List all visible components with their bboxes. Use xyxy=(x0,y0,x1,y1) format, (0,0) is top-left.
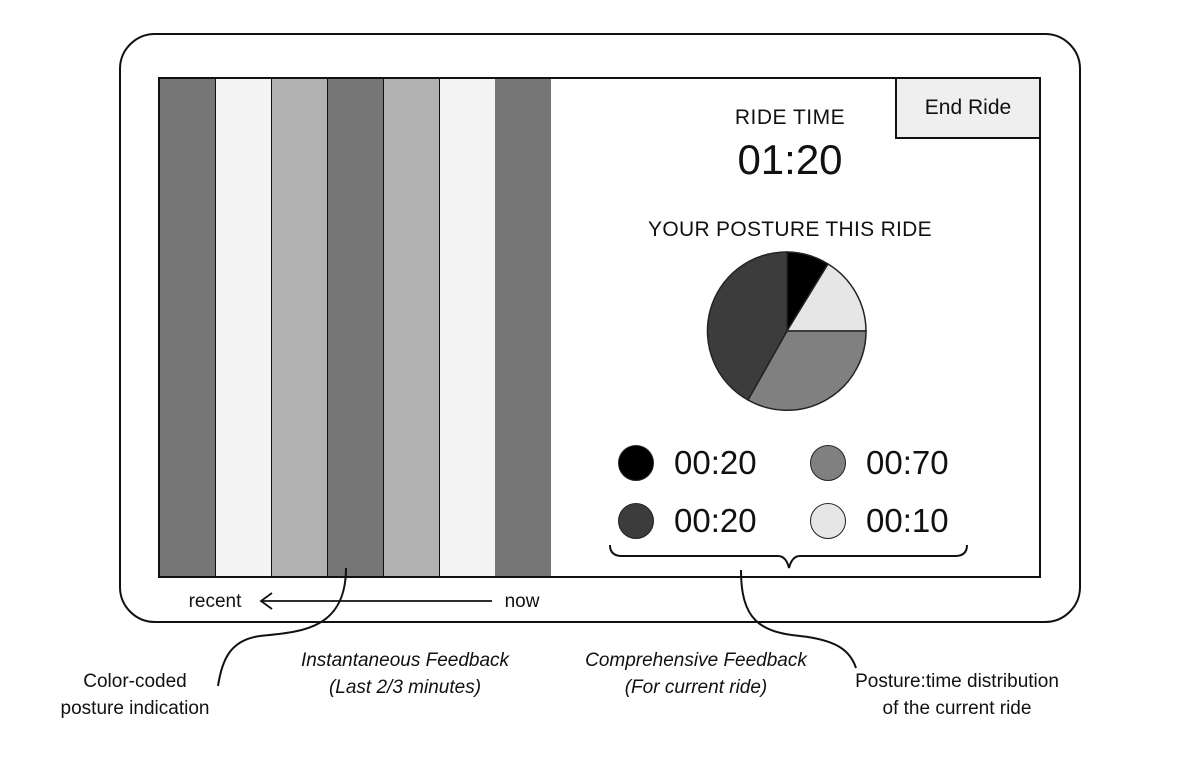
legend-time: 00:10 xyxy=(866,502,949,539)
posture-bar-3 xyxy=(272,79,329,576)
legend-dot-dark xyxy=(618,503,654,539)
legend-time: 00:20 xyxy=(674,502,757,539)
ride-screen: End Ride RIDE TIME 01:20 YOUR POSTURE TH… xyxy=(158,77,1041,578)
distribution-annotation: Posture:time distribution of the current… xyxy=(855,671,1059,719)
timeline-now-label: now xyxy=(504,591,540,612)
posture-chart-title: YOUR POSTURE THIS RIDE xyxy=(648,218,932,241)
end-ride-button[interactable]: End Ride xyxy=(895,79,1039,139)
legend-item-black: 00:20 xyxy=(618,444,757,482)
posture-bar-2 xyxy=(216,79,273,576)
posture-bar-1 xyxy=(160,79,217,576)
legend-time: 00:20 xyxy=(674,444,757,481)
pie-slice-light xyxy=(785,262,867,332)
legend-item-dark: 00:20 xyxy=(618,502,757,540)
legend-dot-mid xyxy=(810,445,846,481)
pie-slice-mid xyxy=(746,330,867,412)
legend-item-mid: 00:70 xyxy=(810,444,949,482)
timeline-recent-label: recent xyxy=(188,591,242,612)
posture-bar-6 xyxy=(440,79,497,576)
pie-slice-dark xyxy=(706,251,788,402)
posture-bar-4 xyxy=(328,79,385,576)
posture-bar-7 xyxy=(495,79,551,576)
legend-time: 00:70 xyxy=(866,444,949,481)
instantaneous-feedback-annotation: Instantaneous Feedback (Last 2/3 minutes… xyxy=(300,650,510,698)
legend-dot-black xyxy=(618,445,654,481)
ride-time-value: 01:20 xyxy=(737,136,843,183)
posture-bar-5 xyxy=(384,79,441,576)
ride-time-label: RIDE TIME xyxy=(734,106,846,129)
posture-pie-chart xyxy=(706,251,867,412)
legend-item-light: 00:10 xyxy=(810,502,949,540)
color-coded-annotation: Color-coded posture indication xyxy=(60,671,210,719)
comprehensive-feedback-annotation: Comprehensive Feedback (For current ride… xyxy=(585,650,807,698)
legend-dot-light xyxy=(810,503,846,539)
posture-bars xyxy=(160,79,551,576)
